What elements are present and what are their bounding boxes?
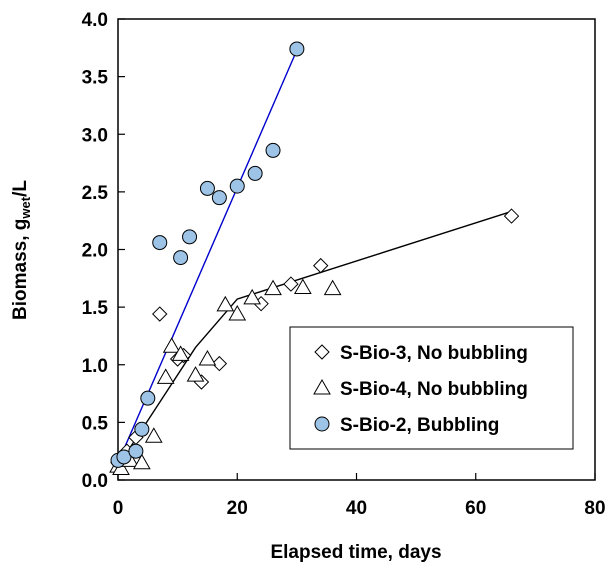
circle-point xyxy=(134,421,150,437)
y-tick-label: 3.0 xyxy=(82,125,108,146)
diamond-point xyxy=(283,276,299,292)
y-tick-label: 1.5 xyxy=(82,298,109,319)
legend-label: S-Bio-2, Bubbling xyxy=(340,415,499,436)
y-tick-label: 2.0 xyxy=(82,241,108,262)
legend-label: S-Bio-3, No bubbling xyxy=(340,343,528,364)
y-tick-label: 0.5 xyxy=(82,413,109,434)
triangle-point xyxy=(228,305,247,321)
circle-point xyxy=(247,165,263,181)
axis-ticks xyxy=(117,18,596,481)
diamond-point xyxy=(503,208,520,224)
y-tick-label: 2.5 xyxy=(82,183,109,204)
data-points xyxy=(109,41,520,475)
x-tick-label: 20 xyxy=(227,498,248,519)
x-tick-label: 40 xyxy=(346,498,367,519)
triangle-point xyxy=(216,295,235,312)
circle-point xyxy=(128,443,144,459)
triangle-point xyxy=(132,453,151,470)
triangle-point xyxy=(171,345,190,361)
legend-triangle-marker xyxy=(313,378,331,395)
circle-point xyxy=(182,229,198,245)
circle-point xyxy=(211,190,227,206)
circle-point xyxy=(152,235,168,251)
triangle-point xyxy=(264,279,282,296)
triangle-point xyxy=(198,349,217,366)
circle-point xyxy=(289,41,305,57)
y-tick-label: 4.0 xyxy=(82,10,108,31)
circle-point xyxy=(140,390,156,406)
y-tick-labels: 0.0 0.5 1.0 1.5 2.0 2.5 3.0 3.5 4.0 xyxy=(82,10,109,492)
diamond-point xyxy=(313,257,329,274)
circle-point xyxy=(173,250,189,266)
diamond-point xyxy=(211,355,228,372)
legend-label: S-Bio-4, No bubbling xyxy=(340,379,528,400)
y-axis-title: Biomass, gwet/L xyxy=(10,180,33,320)
triangle-point xyxy=(162,337,181,353)
trend-line xyxy=(117,210,512,467)
x-axis-title: Elapsed time, days xyxy=(270,542,441,563)
circle-point xyxy=(229,178,245,194)
legend-box xyxy=(289,326,574,450)
triangle-point xyxy=(243,288,262,305)
triangle-point xyxy=(293,278,312,295)
triangle-point xyxy=(186,366,205,382)
x-tick-label: 0 xyxy=(113,498,124,519)
triangle-point xyxy=(144,427,163,443)
x-tick-labels: 0 20 40 60 80 xyxy=(113,498,606,519)
legend: S-Bio-3, No bubbling S-Bio-4, No bubbling… xyxy=(289,326,574,450)
y-tick-label: 3.5 xyxy=(82,68,109,89)
x-tick-label: 80 xyxy=(584,498,605,519)
triangle-point xyxy=(156,368,175,384)
diamond-point xyxy=(152,306,168,322)
circle-point xyxy=(265,142,281,158)
circle-point xyxy=(199,180,215,196)
legend-diamond-marker xyxy=(314,344,330,360)
triangle-point xyxy=(323,279,342,296)
y-tick-label: 1.0 xyxy=(82,356,108,377)
legend-circle-marker xyxy=(314,416,330,432)
x-tick-label: 60 xyxy=(465,498,486,519)
circle-point xyxy=(116,449,132,465)
y-tick-label: 0.0 xyxy=(82,471,108,492)
